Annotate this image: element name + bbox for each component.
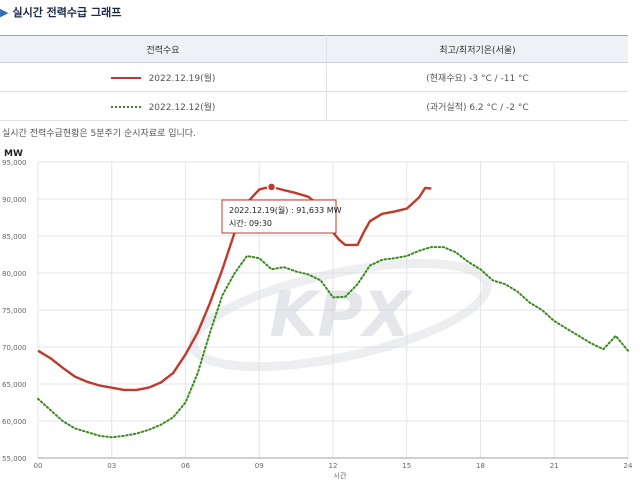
chart-tooltip: 2022.12.19(월) : 91,633 MW 시간: 09:30 [221,199,342,234]
y-axis-unit: MW [4,149,23,159]
tooltip-box [221,199,337,234]
legend-row-current[interactable]: 2022.12.19(월) (현재수요) -3 °C / -11 °C [0,62,628,92]
kpx-watermark: KPX [188,258,492,372]
solid-line-swatch-icon [110,77,141,79]
legend-header-temp: 최고/최저기온(서울) [326,35,628,63]
x-tick-label: 09 [255,462,264,470]
x-tick-label: 24 [624,462,633,470]
series-line-current [37,185,432,392]
legend-temp-cell: (현재수요) -3 °C / -11 °C [326,62,628,92]
page-title: ▶ 실시간 전력수급 그래프 [0,4,121,20]
legend-header-row: 전력수요 최고/최저기온(서울) [0,35,628,63]
x-tick-label: 18 [476,462,485,470]
title-bullet-icon: ▶ [0,6,9,19]
x-tick-label: 21 [550,462,559,470]
chart-axes: 55,000 60,000 65,000 70,000 75,000 80,000 85,0… [2,159,633,470]
y-tick-label: 75,000 [2,307,27,315]
series-line-past [37,246,629,439]
y-tick-label: 85,000 [2,233,27,241]
y-tick-label: 55,000 [2,455,27,463]
legend-header-series: 전력수요 [0,35,327,63]
tooltip-time: 시간: 09:30 [229,218,272,228]
chart-grid [37,161,629,459]
highlight-point[interactable] [266,182,277,192]
y-tick-label: 90,000 [2,196,27,204]
legend-temp-cell: (과거실적) 6.2 °C / -2 °C [326,91,628,121]
legend-series-cell[interactable]: 2022.12.19(월) [0,62,327,92]
legend-series-label: 2022.12.12(월) [148,102,216,113]
legend-row-past[interactable]: 2022.12.12(월) (과거실적) 6.2 °C / -2 °C [0,91,628,121]
x-tick-label: 06 [181,462,190,470]
x-tick-label: 03 [107,462,116,470]
legend-table: 전력수요 최고/최저기온(서울) 2022.12.19(월) (현재수요) -3… [0,35,628,121]
y-tick-label: 80,000 [2,270,27,278]
watermark-text: KPX [269,278,413,351]
tooltip-value: 2022.12.19(월) : 91,633 MW [229,205,342,215]
y-tick-label: 60,000 [2,418,27,426]
x-tick-label: 00 [34,462,43,470]
y-tick-label: 70,000 [2,344,27,352]
x-axis-label: 시간 [334,471,347,480]
x-tick-label: 12 [329,462,338,470]
demand-line-chart: MW KPX 55,000 60,000 65,000 70,000 75,000 80,… [2,149,633,480]
x-tick-label: 15 [402,462,411,470]
chart-series [37,182,629,439]
realtime-note: 실시간 전력수급현황은 5분주기 순시자료로 입니다. [2,129,196,139]
y-tick-label: 95,000 [2,159,27,167]
dotted-line-swatch-icon [110,106,141,108]
page-title-text: 실시간 전력수급 그래프 [12,6,122,19]
y-tick-label: 65,000 [2,381,27,389]
legend-series-label: 2022.12.19(월) [148,73,216,84]
legend-series-cell[interactable]: 2022.12.12(월) [0,91,327,121]
